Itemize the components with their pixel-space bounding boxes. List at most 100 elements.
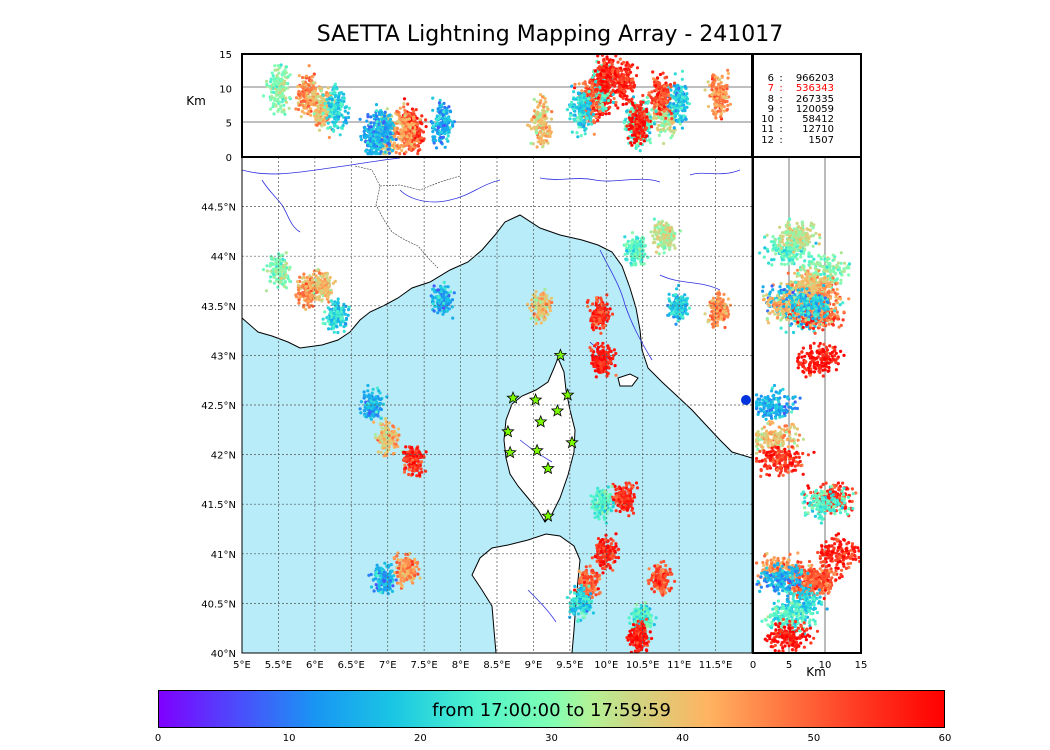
lightning-point	[648, 616, 653, 620]
lightning-point	[344, 316, 349, 320]
lightning-point	[601, 571, 605, 575]
lightning-point	[605, 374, 609, 378]
lightning-point	[613, 549, 617, 553]
lightning-point	[598, 540, 603, 544]
lightning-point	[606, 353, 611, 357]
lightning-point	[323, 294, 327, 298]
lat-tick-label: 43.5°N	[201, 302, 236, 313]
lightning-point	[631, 499, 635, 503]
lightning-point	[605, 302, 609, 306]
lightning-point	[284, 266, 289, 270]
lightning-point	[604, 350, 608, 354]
lightning-point-alt	[344, 116, 348, 120]
lightning-point	[347, 305, 351, 309]
lightning-point-alt	[538, 131, 543, 135]
lightning-point	[312, 272, 316, 276]
lightning-point-alt	[321, 111, 325, 116]
lightning-point	[600, 355, 604, 359]
lightning-point	[434, 304, 438, 308]
lightning-point	[629, 632, 633, 636]
lightning-point	[706, 320, 710, 324]
lightning-point-alt	[284, 96, 288, 100]
lightning-point	[685, 296, 690, 300]
lightning-point	[578, 588, 582, 592]
lightning-point	[271, 263, 275, 267]
lightning-point-alt	[337, 115, 341, 119]
lightning-point-alt	[312, 93, 316, 97]
lightning-point	[724, 311, 729, 316]
lightning-point	[294, 295, 299, 299]
lightning-point	[583, 570, 587, 574]
lightning-point	[633, 649, 637, 653]
lightning-point-alt	[332, 110, 336, 114]
lightning-point-alt	[270, 71, 274, 75]
lightning-point	[301, 293, 306, 297]
lightning-point	[332, 311, 336, 316]
lightning-point	[629, 612, 634, 616]
lightning-point	[600, 493, 605, 497]
lightning-point	[420, 470, 424, 474]
lightning-point	[395, 570, 399, 575]
lightning-point	[722, 306, 727, 310]
lightning-point	[584, 590, 588, 594]
lightning-point	[529, 309, 534, 313]
lightning-point	[678, 317, 682, 321]
lightning-point	[661, 593, 665, 597]
lightning-point	[680, 306, 684, 310]
lightning-point	[659, 577, 663, 581]
lightning-point	[404, 445, 408, 449]
lightning-point	[447, 298, 451, 302]
lightning-point	[594, 505, 598, 509]
lightning-point	[381, 442, 385, 446]
lightning-point	[439, 285, 443, 289]
lightning-point	[667, 292, 671, 296]
lightning-point	[653, 564, 657, 568]
lightning-point-alt	[269, 98, 273, 102]
lightning-point	[576, 612, 581, 616]
lightning-point	[579, 605, 583, 609]
lightning-point	[598, 496, 602, 500]
lightning-point	[419, 460, 424, 464]
lightning-point	[683, 307, 687, 311]
lightning-point-alt	[431, 96, 435, 100]
lightning-point	[605, 293, 609, 297]
lightning-point	[628, 642, 632, 647]
lightning-point	[645, 649, 649, 653]
lightning-point	[391, 584, 395, 588]
lightning-point-alt	[437, 116, 441, 120]
lightning-point	[617, 547, 621, 551]
lightning-point	[376, 589, 380, 593]
lightning-point-alt	[301, 80, 305, 84]
lightning-point	[662, 588, 666, 592]
lightning-point	[281, 257, 285, 261]
lightning-point	[633, 252, 638, 256]
lightning-point	[632, 493, 636, 497]
lightning-point	[618, 509, 622, 514]
lightning-point	[644, 614, 648, 618]
lightning-point	[667, 305, 671, 309]
lightning-point-alt	[272, 90, 276, 94]
lightning-point	[437, 308, 442, 312]
lightning-point-alt	[302, 106, 306, 110]
lightning-point	[431, 302, 435, 306]
lightning-point	[593, 357, 597, 361]
lightning-point-alt	[261, 94, 266, 98]
lightning-point	[669, 240, 673, 244]
lightning-point	[370, 391, 374, 395]
lightning-point	[405, 569, 409, 574]
lightning-point	[312, 269, 316, 273]
lightning-point	[639, 603, 644, 608]
lightning-point	[380, 431, 384, 435]
lightning-point	[412, 461, 416, 465]
lightning-point	[649, 230, 653, 234]
lightning-point	[395, 560, 399, 565]
lightning-point	[625, 636, 629, 640]
lightning-point	[538, 300, 543, 304]
lightning-point-alt	[279, 104, 283, 108]
lightning-point	[387, 448, 391, 452]
lightning-point	[606, 496, 610, 500]
lightning-point	[378, 407, 382, 411]
lightning-point	[366, 383, 370, 388]
lightning-point-alt	[323, 102, 327, 106]
lightning-point	[703, 312, 707, 316]
